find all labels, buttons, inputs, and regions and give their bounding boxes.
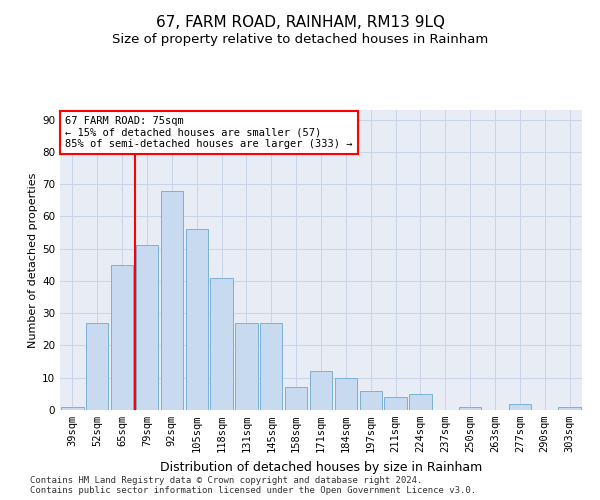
Text: 67 FARM ROAD: 75sqm
← 15% of detached houses are smaller (57)
85% of semi-detach: 67 FARM ROAD: 75sqm ← 15% of detached ho… [65,116,353,149]
Bar [459,407,481,410]
Bar [335,378,357,410]
Bar [310,372,332,410]
Y-axis label: Number of detached properties: Number of detached properties [28,172,38,348]
Bar [136,246,158,410]
Bar [185,230,208,410]
Bar [409,394,431,410]
Bar [260,323,283,410]
Text: 67, FARM ROAD, RAINHAM, RM13 9LQ: 67, FARM ROAD, RAINHAM, RM13 9LQ [155,15,445,30]
Bar [211,278,233,410]
Bar [161,190,183,410]
Text: Size of property relative to detached houses in Rainham: Size of property relative to detached ho… [112,32,488,46]
Bar [61,407,83,410]
Bar [359,390,382,410]
Bar [235,323,257,410]
X-axis label: Distribution of detached houses by size in Rainham: Distribution of detached houses by size … [160,460,482,473]
Bar [285,388,307,410]
Bar [559,407,581,410]
Bar [111,265,133,410]
Bar [86,323,109,410]
Bar [509,404,531,410]
Text: Contains HM Land Registry data © Crown copyright and database right 2024.
Contai: Contains HM Land Registry data © Crown c… [30,476,476,495]
Bar [385,397,407,410]
